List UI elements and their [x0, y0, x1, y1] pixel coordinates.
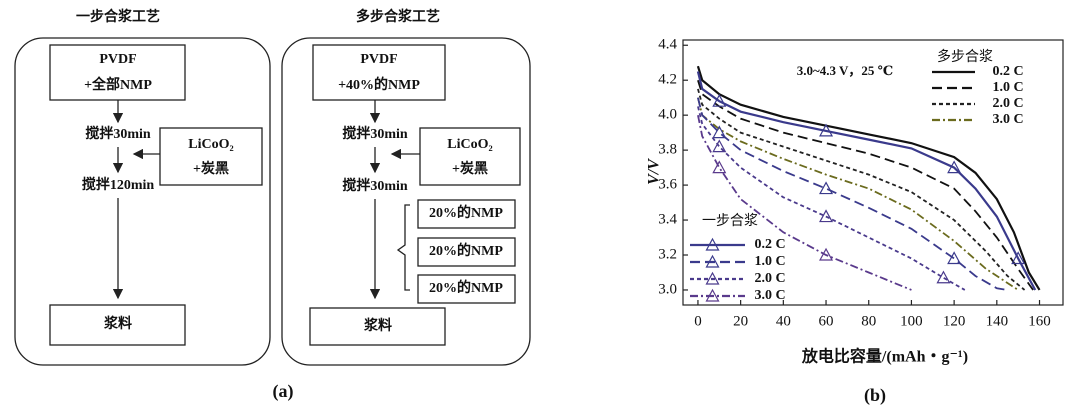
- marker: [819, 181, 834, 195]
- step: 搅拌30min: [342, 125, 408, 142]
- legend-label: 2.0 C: [754, 271, 785, 286]
- panel-label: (a): [273, 381, 294, 402]
- box-text: +炭黑: [193, 160, 229, 177]
- x-tick-label: 100: [900, 313, 923, 329]
- box-text: 浆料: [104, 315, 132, 332]
- box: [417, 274, 516, 304]
- title: 多步合浆工艺: [356, 8, 440, 25]
- marker: [947, 160, 962, 174]
- line: [696, 65, 1041, 291]
- y-tick-label: 4.4: [658, 37, 677, 53]
- legend-label: 2.0 C: [992, 96, 1023, 111]
- y-tick-label: 4.0: [658, 107, 677, 123]
- box-text: 20%的NMP: [429, 242, 503, 259]
- step: 搅拌30min: [85, 125, 151, 142]
- box-text: PVDF: [99, 52, 136, 67]
- legend-label: 3.0 C: [754, 288, 785, 303]
- marker: [947, 251, 962, 265]
- line: [697, 114, 912, 291]
- x-tick-label: 0: [694, 313, 702, 329]
- marker: [705, 288, 720, 302]
- marker: [1011, 251, 1026, 265]
- line: [696, 71, 1037, 291]
- line: [697, 79, 1034, 291]
- box-text: 浆料: [364, 317, 392, 334]
- annotation: 3.0~4.3 V，25 ℃: [797, 63, 894, 78]
- marker: [819, 209, 834, 223]
- box-text: 20%的NMP: [429, 279, 503, 296]
- marker: [712, 93, 727, 107]
- box-text: +全部NMP: [84, 76, 152, 93]
- marker: [819, 123, 834, 137]
- frame: [14, 37, 271, 366]
- y-axis-label: V/V: [646, 158, 663, 185]
- legend-label: 0.2 C: [992, 64, 1023, 79]
- y-tick-label: 3.8: [658, 142, 677, 158]
- step: 搅拌120min: [82, 176, 155, 193]
- box: [309, 307, 446, 346]
- legend-title: 多步合浆: [937, 48, 993, 65]
- marker: [712, 160, 727, 174]
- marker: [712, 125, 727, 139]
- box-text: LiCoO₂: [188, 137, 233, 152]
- marker: [705, 271, 720, 285]
- x-tick-label: 40: [776, 313, 791, 329]
- marker: [705, 237, 720, 251]
- plot-frame: [682, 39, 1064, 306]
- step: 搅拌30min: [342, 177, 408, 194]
- legend-title: 一步合浆: [702, 213, 758, 229]
- box-text: PVDF: [360, 52, 397, 67]
- legend-label: 1.0 C: [754, 254, 785, 269]
- line: [697, 106, 966, 291]
- box: [49, 44, 186, 101]
- marker: [936, 270, 951, 284]
- box: [49, 304, 186, 346]
- brace: [396, 204, 410, 291]
- legend-label: 3.0 C: [992, 112, 1023, 127]
- box-text: +炭黑: [452, 160, 488, 177]
- title: 一步合浆工艺: [76, 8, 160, 25]
- x-tick-label: 140: [986, 313, 1009, 329]
- box-text: LiCoO₂: [447, 137, 492, 152]
- y-tick-label: 3.0: [658, 281, 677, 297]
- line: [697, 97, 1019, 291]
- box: [312, 44, 446, 101]
- x-tick-label: 20: [733, 313, 748, 329]
- y-tick-label: 3.6: [658, 177, 677, 193]
- line: [697, 88, 1026, 291]
- marker: [712, 139, 727, 153]
- legend-label: 0.2 C: [754, 237, 785, 252]
- x-tick-label: 80: [861, 313, 876, 329]
- y-tick-label: 3.4: [658, 211, 677, 227]
- x-axis-label: 放电比容量/(mAh・g⁻¹): [801, 347, 968, 366]
- y-tick-label: 3.2: [658, 246, 677, 262]
- box-text: 20%的NMP: [429, 204, 503, 221]
- panel-label: (b): [864, 385, 886, 406]
- line: [697, 97, 1008, 291]
- box: [417, 199, 516, 229]
- y-tick-label: 4.2: [658, 72, 677, 88]
- legend-label: 1.0 C: [992, 80, 1023, 95]
- box: [417, 237, 516, 267]
- x-tick-label: 160: [1028, 313, 1051, 329]
- marker: [705, 254, 720, 268]
- panel-a: 一步合浆工艺 PVDF +全部NMP 搅拌30min LiCoO₂ +炭黑 搅拌…: [14, 8, 531, 402]
- box: [159, 127, 263, 186]
- box-text: +40%的NMP: [338, 76, 420, 93]
- box: [419, 127, 521, 186]
- x-tick-label: 120: [943, 313, 966, 329]
- marker: [819, 247, 834, 261]
- x-tick-label: 60: [819, 313, 834, 329]
